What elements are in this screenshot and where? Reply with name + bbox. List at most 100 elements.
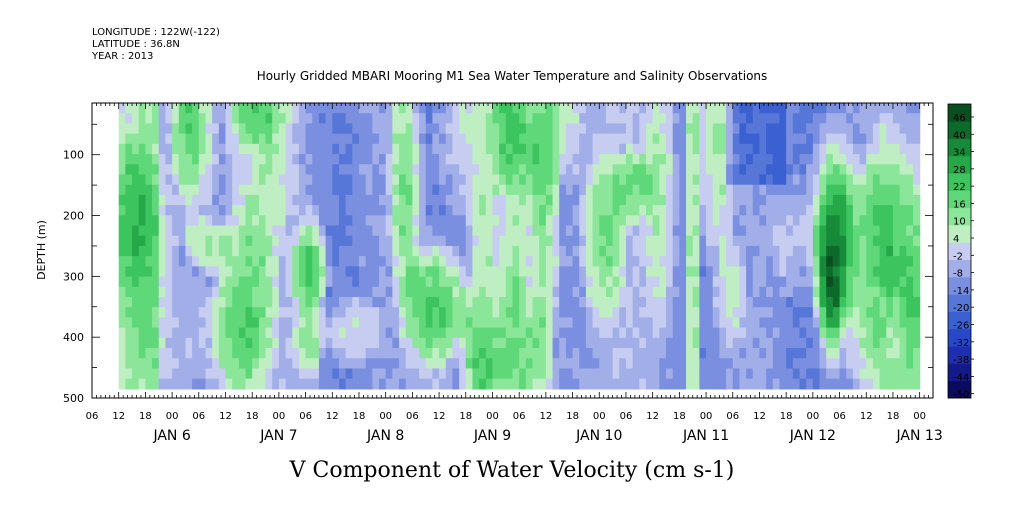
heatmap-cell — [786, 317, 794, 329]
heatmap-cell — [812, 143, 821, 155]
heatmap-cell — [165, 296, 173, 308]
heatmap-cell — [205, 317, 213, 329]
heatmap-cell — [352, 348, 360, 359]
heatmap-cell — [539, 358, 547, 370]
heatmap-cell — [332, 307, 340, 319]
heatmap-cell — [405, 225, 413, 237]
heatmap-cell — [739, 205, 747, 216]
heatmap-cell — [839, 337, 847, 349]
heatmap-cell — [332, 245, 340, 257]
heatmap-cell — [712, 368, 721, 380]
heatmap-cell — [165, 286, 173, 298]
heatmap-cell — [425, 194, 433, 206]
heatmap-cell — [772, 348, 781, 359]
heatmap-cell — [879, 317, 887, 329]
heatmap-cell — [525, 164, 534, 176]
heatmap-cell — [706, 368, 714, 380]
heatmap-cell — [746, 154, 754, 165]
heatmap-cell — [379, 337, 387, 349]
heatmap-cell — [659, 133, 667, 145]
heatmap-cell — [639, 276, 647, 288]
heatmap-cell — [432, 194, 440, 206]
heatmap-cell — [412, 378, 420, 390]
heatmap-cell — [519, 245, 527, 257]
heatmap-cell — [145, 205, 153, 216]
heatmap-cell — [899, 337, 907, 349]
heatmap-cell — [559, 317, 567, 329]
heatmap-cell — [212, 266, 220, 278]
heatmap-cell — [699, 276, 707, 288]
heatmap-cell — [699, 154, 707, 165]
heatmap-cell — [425, 245, 433, 257]
heatmap-cell — [812, 154, 821, 165]
heatmap-cell — [672, 205, 680, 216]
heatmap-cell — [592, 276, 600, 288]
heatmap-cell — [432, 286, 440, 298]
heatmap-cell — [819, 368, 827, 380]
heatmap-cell — [145, 245, 153, 257]
heatmap-cell — [859, 256, 867, 267]
heatmap-cell — [412, 245, 420, 257]
heatmap-cell — [732, 286, 741, 298]
heatmap-cell — [325, 317, 333, 329]
heatmap-cell — [719, 266, 727, 278]
heatmap-cell — [158, 348, 167, 359]
heatmap-cell — [625, 184, 634, 196]
heatmap-cell — [859, 327, 867, 339]
heatmap-cell — [712, 235, 721, 247]
heatmap-cell — [766, 358, 774, 370]
heatmap-cell — [212, 215, 220, 227]
heatmap-cell — [325, 123, 333, 135]
heatmap-cell — [605, 133, 614, 145]
heatmap-cell — [585, 154, 594, 165]
y-tick-label: 100 — [63, 149, 84, 162]
heatmap-cell — [345, 296, 353, 308]
heatmap-cell — [358, 286, 367, 298]
heatmap-cell — [499, 327, 507, 339]
heatmap-cell — [485, 113, 494, 125]
heatmap-cell — [839, 143, 847, 155]
heatmap-cell — [385, 378, 393, 390]
heatmap-cell — [272, 174, 280, 186]
heatmap-cell — [645, 133, 654, 145]
heatmap-cell — [225, 184, 233, 196]
heatmap-cell — [485, 348, 494, 359]
heatmap-cell — [726, 143, 734, 155]
heatmap-cell — [672, 215, 680, 227]
heatmap-cell — [452, 317, 460, 329]
heatmap-cell — [459, 378, 467, 390]
heatmap-cell — [565, 296, 574, 308]
heatmap-cell — [265, 235, 273, 247]
heatmap-cell — [358, 184, 367, 196]
heatmap-cell — [205, 307, 213, 319]
heatmap-cell — [152, 164, 160, 176]
heatmap-cell — [405, 164, 413, 176]
heatmap-cell — [766, 266, 774, 278]
heatmap-cell — [812, 133, 821, 145]
heatmap-cell — [245, 205, 253, 216]
heatmap-cell — [399, 317, 407, 329]
heatmap-cell — [379, 307, 387, 319]
heatmap-cell — [252, 358, 260, 370]
heatmap-cell — [198, 337, 207, 349]
heatmap-cell — [766, 174, 774, 186]
heatmap-cell — [585, 378, 594, 390]
heatmap-cell — [852, 103, 861, 114]
heatmap-cell — [612, 184, 620, 196]
heatmap-cell — [819, 286, 827, 298]
heatmap-cell — [579, 378, 587, 390]
heatmap-cell — [385, 113, 393, 125]
heatmap-cell — [605, 348, 614, 359]
heatmap-cell — [218, 276, 227, 288]
heatmap-cell — [499, 164, 507, 176]
heatmap-cell — [365, 194, 373, 206]
heatmap-cell — [545, 276, 554, 288]
heatmap-cell — [746, 337, 754, 349]
heatmap-cell — [719, 184, 727, 196]
heatmap-cell — [752, 286, 761, 298]
heatmap-cell — [205, 133, 213, 145]
heatmap-cell — [672, 286, 680, 298]
heatmap-cell — [452, 358, 460, 370]
heatmap-cell — [425, 225, 433, 237]
heatmap-cell — [579, 174, 587, 186]
